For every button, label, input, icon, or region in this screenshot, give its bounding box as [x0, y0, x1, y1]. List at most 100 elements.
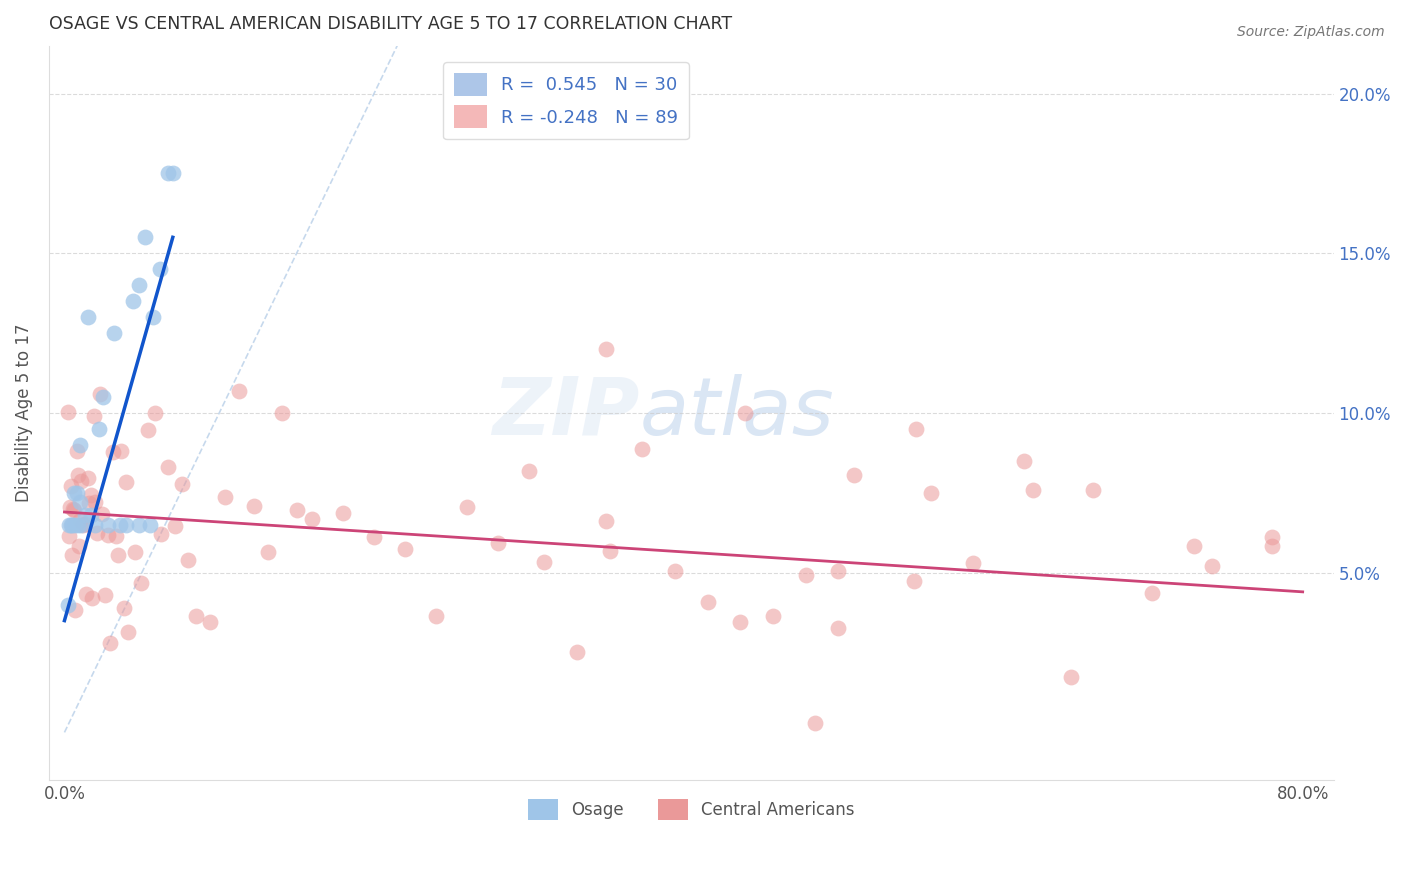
Legend: Osage, Central Americans: Osage, Central Americans [522, 792, 860, 827]
Point [200, 615, 222, 629]
Point [101, 444, 124, 458]
Point [134, 230, 156, 244]
Point [115, 475, 138, 489]
Text: atlas: atlas [640, 374, 835, 452]
Point [962, 556, 984, 570]
Point [82, 591, 104, 606]
Point [827, 621, 849, 635]
Point [80, 488, 103, 502]
Point [67, 517, 90, 532]
Point [73, 517, 96, 532]
Point [69, 495, 91, 509]
Point [1059, 670, 1081, 684]
Point [98, 636, 121, 650]
Point [1012, 454, 1035, 468]
Point [904, 422, 927, 436]
Point [150, 527, 173, 541]
Point [804, 715, 827, 730]
Point [257, 545, 280, 559]
Point [827, 564, 849, 578]
Point [104, 529, 127, 543]
Point [517, 464, 540, 478]
Point [97, 528, 120, 542]
Point [1142, 586, 1164, 600]
Point [115, 517, 138, 532]
Point [60, 517, 83, 532]
Point [72, 518, 94, 533]
Point [1261, 530, 1284, 544]
Point [91, 507, 114, 521]
Point [301, 512, 323, 526]
Point [131, 576, 153, 591]
Text: ZIP: ZIP [492, 374, 640, 452]
Point [599, 543, 621, 558]
Point [842, 467, 865, 482]
Point [70, 474, 93, 488]
Point [1182, 539, 1205, 553]
Point [157, 166, 180, 180]
Point [67, 539, 90, 553]
Point [128, 517, 150, 532]
Point [664, 564, 686, 578]
Point [58, 517, 80, 532]
Point [87, 422, 110, 436]
Point [285, 503, 308, 517]
Y-axis label: Disability Age 5 to 17: Disability Age 5 to 17 [15, 324, 32, 502]
Point [242, 499, 264, 513]
Point [65, 603, 87, 617]
Point [157, 460, 180, 475]
Point [565, 645, 588, 659]
Point [77, 496, 100, 510]
Point [110, 443, 132, 458]
Point [89, 387, 111, 401]
Text: OSAGE VS CENTRAL AMERICAN DISABILITY AGE 5 TO 17 CORRELATION CHART: OSAGE VS CENTRAL AMERICAN DISABILITY AGE… [49, 15, 733, 33]
Point [142, 310, 165, 325]
Point [124, 544, 146, 558]
Point [920, 486, 942, 500]
Point [456, 500, 478, 514]
Point [214, 491, 236, 505]
Point [66, 486, 89, 500]
Point [184, 608, 207, 623]
Point [170, 476, 193, 491]
Point [533, 555, 555, 569]
Point [121, 294, 143, 309]
Point [394, 542, 416, 557]
Point [91, 390, 114, 404]
Point [65, 444, 87, 458]
Point [73, 508, 96, 523]
Point [117, 624, 139, 639]
Point [136, 423, 159, 437]
Point [762, 609, 785, 624]
Point [734, 406, 756, 420]
Point [56, 405, 79, 419]
Point [60, 548, 83, 562]
Point [76, 310, 98, 325]
Point [794, 568, 817, 582]
Point [76, 471, 98, 485]
Point [69, 438, 91, 452]
Point [149, 262, 172, 277]
Point [59, 517, 82, 532]
Point [63, 502, 86, 516]
Point [228, 384, 250, 398]
Point [363, 530, 385, 544]
Point [108, 517, 131, 532]
Point [595, 342, 617, 356]
Point [103, 326, 125, 340]
Text: Source: ZipAtlas.com: Source: ZipAtlas.com [1237, 25, 1385, 39]
Point [80, 508, 103, 523]
Point [163, 519, 186, 533]
Point [56, 598, 79, 612]
Point [59, 479, 82, 493]
Point [903, 574, 925, 588]
Point [84, 517, 107, 532]
Point [631, 442, 654, 457]
Point [62, 502, 84, 516]
Point [143, 406, 166, 420]
Point [97, 517, 120, 532]
Point [65, 517, 87, 532]
Point [177, 553, 200, 567]
Point [107, 548, 129, 562]
Point [1261, 539, 1284, 553]
